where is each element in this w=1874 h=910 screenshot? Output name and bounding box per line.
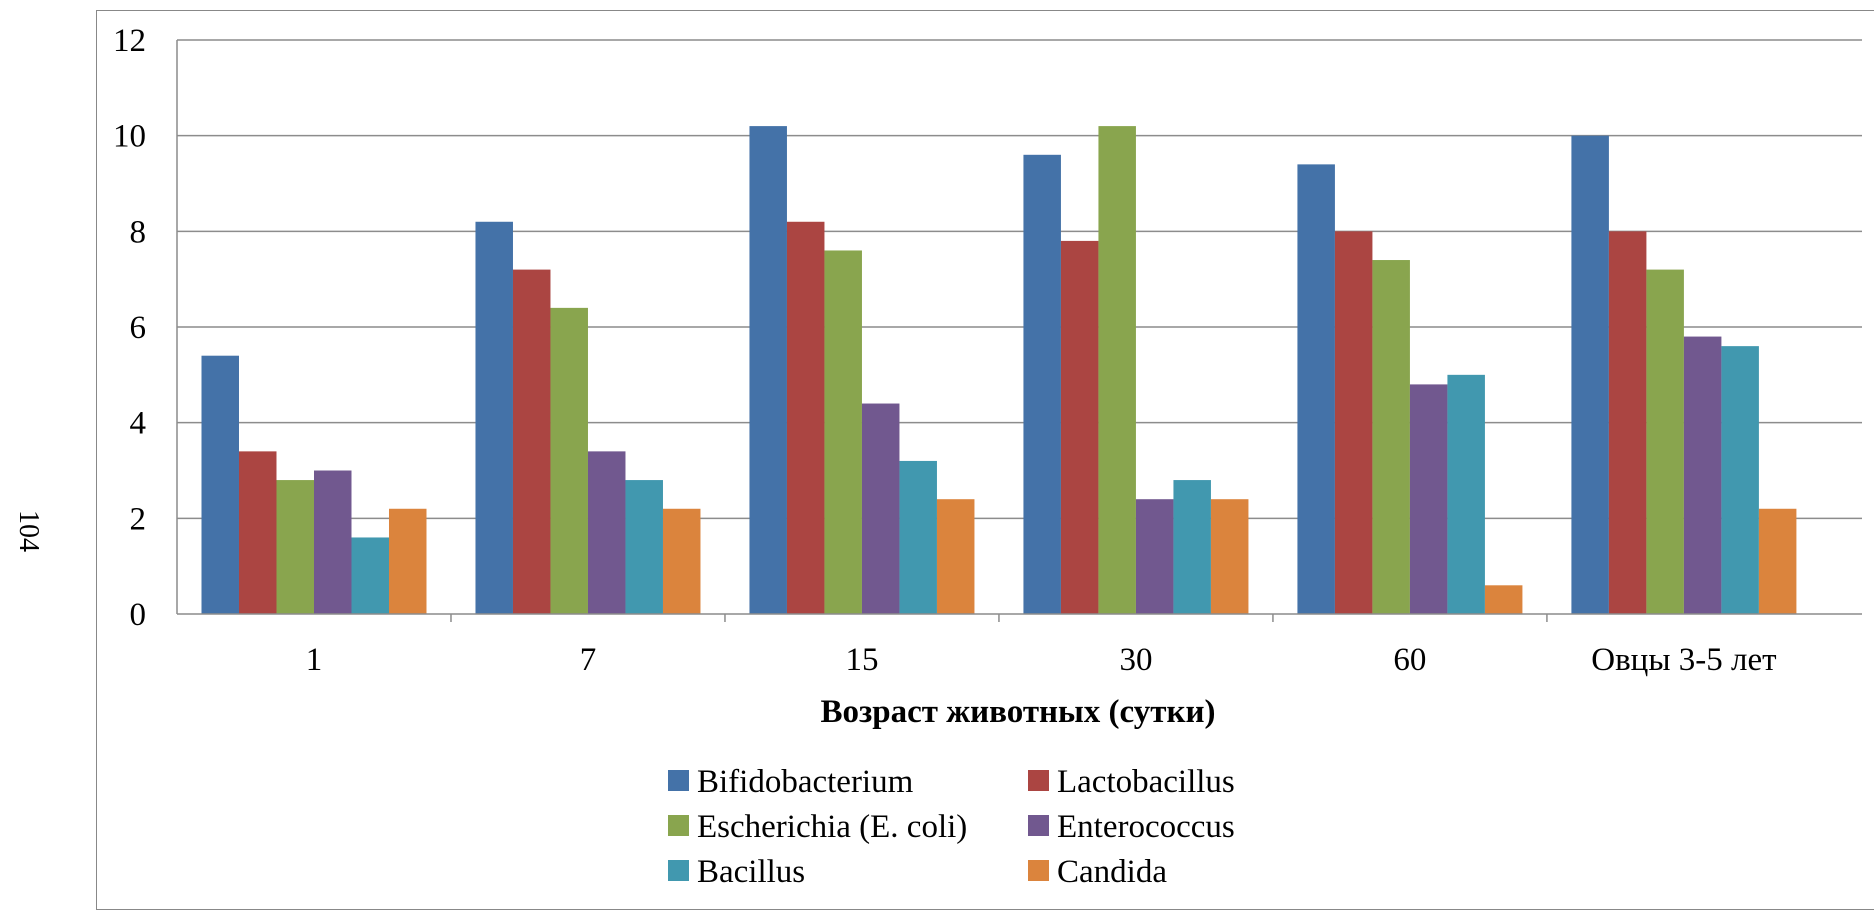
y-tick-label: 10 [113, 119, 146, 155]
bar [861, 403, 900, 614]
bar [238, 451, 277, 614]
y-tick-label: 6 [130, 310, 147, 346]
y-tick-label: 8 [130, 214, 147, 250]
x-tick-label: 1 [306, 642, 323, 678]
bar [313, 470, 352, 614]
x-tick-label: 30 [1119, 642, 1152, 678]
bar [351, 537, 389, 614]
legend-label: Candida [1057, 854, 1167, 890]
bar [1210, 499, 1249, 614]
legend-item: Enterococcus [1028, 809, 1235, 845]
bar [1484, 585, 1523, 614]
x-axis-title: Возраст животных (сутки) [820, 694, 1215, 730]
legend-swatch [668, 770, 689, 791]
bar [786, 221, 825, 614]
bar [512, 269, 551, 614]
bar [1334, 231, 1373, 615]
y-tick-label: 12 [113, 23, 146, 59]
bar [1135, 499, 1174, 614]
bar [1447, 374, 1485, 614]
legend-label: Enterococcus [1057, 809, 1235, 845]
bar [201, 355, 239, 614]
legend-swatch [1028, 860, 1049, 881]
bar [1758, 508, 1797, 614]
bar [388, 508, 427, 614]
y-tick-label: 2 [130, 501, 147, 537]
bar [899, 460, 937, 614]
y-tick-label: 4 [130, 406, 147, 442]
bar [749, 126, 787, 614]
x-tick-label: 60 [1393, 642, 1426, 678]
x-tick-label: 15 [845, 642, 878, 678]
bar [1060, 240, 1099, 614]
legend-item: Bifidobacterium [668, 764, 914, 800]
axes: 0 2 4 6 8 10 12 1 7 15 30 60 Овцы 3-5 лет [113, 23, 1862, 678]
bar [475, 221, 513, 614]
bar [1571, 135, 1609, 614]
y-tick-label: 0 [130, 597, 147, 633]
legend-item: Candida [1028, 854, 1167, 890]
bar [936, 499, 975, 614]
x-tick-label: Овцы 3-5 лет [1591, 642, 1776, 678]
legend-item: Escherichia (E. coli) [668, 809, 967, 845]
bar [662, 508, 701, 614]
legend-swatch [1028, 815, 1049, 836]
legend-swatch [1028, 770, 1049, 791]
legend-item: Bacillus [668, 854, 805, 890]
bar [1372, 260, 1410, 614]
bar [1646, 269, 1684, 614]
legend-label: Escherichia (E. coli) [697, 809, 967, 845]
legend-item: Lactobacillus [1028, 764, 1235, 800]
bar [1173, 480, 1211, 614]
bar [1721, 346, 1759, 614]
bar [625, 480, 663, 614]
legend-swatch [668, 860, 689, 881]
bar [587, 451, 626, 614]
bar [1098, 126, 1136, 614]
bar [1409, 384, 1448, 614]
legend-label: Bifidobacterium [697, 764, 914, 800]
bar [550, 307, 588, 614]
gridlines [177, 39, 1862, 520]
legend-label: Lactobacillus [1057, 764, 1235, 800]
bar [1023, 154, 1061, 615]
bar [1608, 231, 1647, 615]
legend-label: Bacillus [697, 854, 805, 890]
legend: Bifidobacterium Lactobacillus Escherichia … [668, 764, 1235, 890]
bar [1297, 164, 1335, 614]
bar [1683, 336, 1722, 614]
bar [824, 250, 862, 614]
bars [201, 126, 1797, 615]
legend-swatch [668, 815, 689, 836]
x-tick-label: 7 [580, 642, 597, 678]
bar [276, 480, 314, 614]
